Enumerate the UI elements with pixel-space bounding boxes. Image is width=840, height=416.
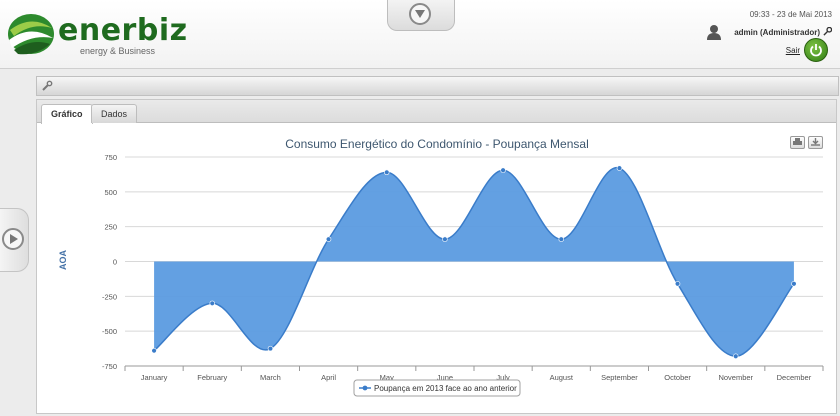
data-point[interactable] (442, 236, 448, 242)
data-point[interactable] (791, 281, 797, 287)
download-icon[interactable] (808, 136, 823, 149)
toolbar (36, 76, 839, 96)
y-tick-label: -750 (102, 362, 117, 371)
x-tick-label: June (437, 373, 453, 382)
data-point[interactable] (558, 236, 564, 242)
brand-logo[interactable]: enerbiz energy & Business (6, 10, 187, 60)
collapse-header-tab[interactable] (387, 0, 455, 31)
data-point[interactable] (616, 165, 623, 171)
triangle-down-icon[interactable] (409, 3, 431, 25)
y-tick-label: -250 (102, 292, 117, 301)
user-icon (707, 25, 721, 40)
wrench-icon[interactable] (40, 79, 54, 93)
brand-tagline: energy & Business (80, 46, 156, 56)
x-tick-label: May (380, 373, 394, 382)
x-tick-label: October (664, 373, 691, 382)
key-icon[interactable] (823, 27, 832, 36)
data-point[interactable] (209, 300, 215, 307)
y-tick-label: 750 (104, 153, 117, 162)
x-tick-label: August (550, 373, 574, 382)
chart: Consumo Energético do Condomínio - Poupa… (58, 137, 824, 397)
data-point[interactable] (674, 281, 681, 287)
app-header: enerbiz energy & Business 09:33 - 23 de … (0, 0, 840, 69)
data-point[interactable] (151, 347, 157, 354)
y-tick-label: 500 (104, 188, 117, 197)
tab-grafico[interactable]: Gráfico (41, 104, 93, 124)
chart-panel: Gráfico Dados Consumo Energético do Cond… (36, 99, 837, 414)
user-name: admin (Administrador) (734, 28, 820, 37)
tab-dados[interactable]: Dados (91, 104, 138, 123)
tab-bar: Gráfico Dados (37, 100, 836, 124)
play-icon[interactable] (2, 228, 24, 250)
x-tick-label: March (260, 373, 281, 382)
x-tick-label: February (197, 373, 227, 382)
y-tick-label: 0 (113, 258, 117, 267)
x-tick-label: January (141, 373, 168, 382)
logo-globe-icon (8, 14, 54, 55)
y-tick-label: 250 (104, 223, 117, 232)
chart-title: Consumo Energético do Condomínio - Poupa… (285, 137, 589, 151)
legend-box (353, 379, 521, 397)
user-row: admin (Administrador) (632, 24, 832, 40)
chart-y-axis-title: AOA (58, 250, 68, 271)
x-tick-label: November (718, 373, 753, 382)
logout-link[interactable]: Sair (785, 46, 800, 55)
data-point[interactable] (500, 167, 506, 173)
brand-name: enerbiz (58, 13, 188, 48)
data-point[interactable] (325, 236, 332, 242)
x-tick-label: April (321, 373, 336, 382)
series-area (154, 167, 794, 357)
x-tick-label: July (496, 373, 510, 382)
data-point[interactable] (384, 169, 390, 176)
print-icon[interactable] (790, 136, 805, 149)
expand-sidebar-tab[interactable] (0, 208, 29, 272)
legend-swatch-marker (362, 385, 368, 391)
x-tick-label: September (601, 373, 638, 382)
data-point[interactable] (267, 345, 274, 352)
user-panel: 09:33 - 23 de Mai 2013 admin (Administra… (632, 10, 832, 66)
y-tick-label: -500 (102, 327, 117, 336)
data-point[interactable] (733, 353, 739, 359)
power-icon[interactable] (804, 38, 828, 62)
current-datetime: 09:33 - 23 de Mai 2013 (749, 10, 832, 19)
x-tick-label: December (777, 373, 812, 382)
legend-label[interactable]: Poupança em 2013 face ao ano anterior (374, 384, 517, 393)
